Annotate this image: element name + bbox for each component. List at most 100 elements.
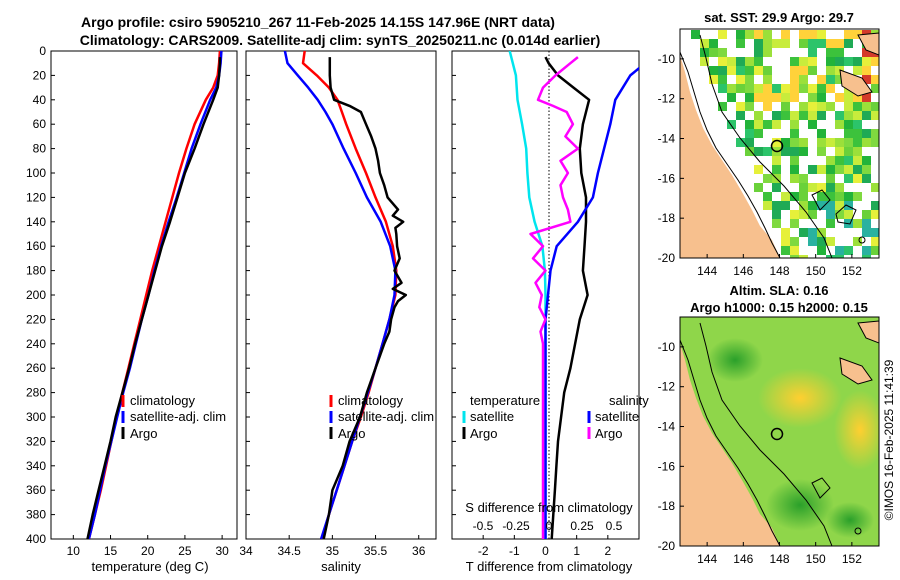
argo-position-marker <box>770 427 784 441</box>
sst-cell <box>790 147 799 156</box>
temperature-axes <box>50 50 238 540</box>
reef-outline <box>835 204 857 225</box>
x-tick-label: 30 <box>215 544 229 558</box>
sst-cell <box>736 30 745 39</box>
sst-cell <box>763 174 772 183</box>
t-difference-xlabel: T difference from climatology <box>466 559 633 574</box>
sst-cell <box>853 30 862 39</box>
depth-tick-label: 80 <box>33 142 47 156</box>
series-line-argo <box>86 57 222 539</box>
difference-legend: temperature salinity satellite Argo sate… <box>462 393 649 441</box>
sst-cell <box>835 111 844 120</box>
sst-cell <box>772 84 781 93</box>
x-tick-label: 34 <box>239 544 253 558</box>
sst-cell <box>853 111 862 120</box>
sst-cell <box>862 228 871 237</box>
sst-cell <box>853 129 862 138</box>
depth-tick-label: 240 <box>26 337 46 351</box>
sst-cell <box>853 147 862 156</box>
s-tick-label: -0.5 <box>473 519 494 533</box>
sst-cell <box>772 165 781 174</box>
sst-cell <box>835 66 844 75</box>
sst-cell <box>754 165 763 174</box>
sst-cell <box>817 93 826 102</box>
sst-cell <box>781 237 790 246</box>
sst-cell <box>718 66 727 75</box>
sst-cell <box>799 111 808 120</box>
sla-map-axes: 144 146 148 150 152 -10 -12 -14 -16 -18 -20 <box>658 340 863 566</box>
sst-cell <box>844 174 853 183</box>
sst-cell <box>772 138 781 147</box>
island <box>857 32 879 56</box>
sst-cell <box>853 165 862 174</box>
bathymetry-contour <box>699 322 833 546</box>
series-line-argo <box>322 57 408 539</box>
s-difference-tick-labels: -0.5 -0.25 0 0.25 0.5 <box>473 519 623 533</box>
sst-cell <box>781 201 790 210</box>
x-tick-label: 35.5 <box>364 544 388 558</box>
t-difference-x-axis: -2 -1 0 1 2 <box>452 50 611 558</box>
legend-label-argo: Argo <box>130 426 157 441</box>
sst-cell <box>745 57 754 66</box>
sst-cell <box>844 246 853 255</box>
sst-cell <box>790 237 799 246</box>
sst-map: sat. SST: 29.9 Argo: 29.7 144 146 148 150 15… <box>658 10 880 278</box>
depth-tick-label: 300 <box>26 410 46 424</box>
sst-cell <box>826 39 835 48</box>
sst-cell <box>826 210 835 219</box>
sst-cell <box>799 183 808 192</box>
sst-cell <box>844 129 853 138</box>
island <box>839 357 873 385</box>
sst-cell <box>763 147 772 156</box>
sst-cell <box>763 75 772 84</box>
sst-cell <box>781 102 790 111</box>
sst-cell <box>754 183 763 192</box>
sst-cell <box>727 57 736 66</box>
sst-cell <box>745 120 754 129</box>
sst-cell <box>871 111 879 120</box>
sst-cell <box>835 75 844 84</box>
sst-cell <box>844 210 853 219</box>
sst-cell <box>835 165 844 174</box>
sst-cell <box>871 210 879 219</box>
sst-cell <box>835 192 844 201</box>
series-line-s-satellite <box>544 66 639 539</box>
reef-outline <box>854 527 862 535</box>
legend-label-climatology: climatology <box>130 393 196 408</box>
sst-cell <box>754 120 763 129</box>
sst-cell <box>763 84 772 93</box>
temperature-x-axis: 10 15 20 25 30 <box>67 535 229 558</box>
sst-cell <box>835 147 844 156</box>
series-line-t-argo <box>544 56 591 539</box>
depth-axis: 0 20 40 60 80 100 120 140 160 180 200 220 240 260 280 3… <box>26 44 55 546</box>
sst-cell <box>817 138 826 147</box>
s-tick-label: 0.5 <box>606 519 623 533</box>
lat-tick-label: -10 <box>658 52 676 66</box>
sst-cell <box>817 102 826 111</box>
sst-cell <box>790 246 799 255</box>
lon-tick-label: 148 <box>769 264 789 278</box>
sst-cell <box>790 75 799 84</box>
s-difference-axis-label: S difference from climatology <box>465 500 633 515</box>
sst-cell <box>790 210 799 219</box>
depth-tick-label: 100 <box>26 166 46 180</box>
sst-cell <box>763 66 772 75</box>
temperature-legend: climatology satellite-adj. clim Argo <box>121 393 226 441</box>
depth-tick-label: 260 <box>26 361 46 375</box>
sst-cell <box>844 30 853 39</box>
sst-cell <box>754 129 763 138</box>
sst-cell <box>754 111 763 120</box>
sst-map-title: sat. SST: 29.9 Argo: 29.7 <box>704 10 854 25</box>
sst-map-axes: 144 146 148 150 152 -10 -12 -14 -16 -18 -20 <box>658 52 863 278</box>
sst-cell <box>799 30 808 39</box>
sst-cell <box>799 75 808 84</box>
sst-cell <box>862 219 871 228</box>
depth-tick-label: 360 <box>26 483 46 497</box>
salinity-legend: climatology satellite-adj. clim Argo <box>329 393 434 441</box>
sst-cell <box>781 246 790 255</box>
sst-cell <box>772 210 781 219</box>
lon-tick-label: 152 <box>842 264 862 278</box>
sst-cell <box>871 129 879 138</box>
lat-tick-label: -12 <box>658 92 676 106</box>
sst-cell <box>826 84 835 93</box>
